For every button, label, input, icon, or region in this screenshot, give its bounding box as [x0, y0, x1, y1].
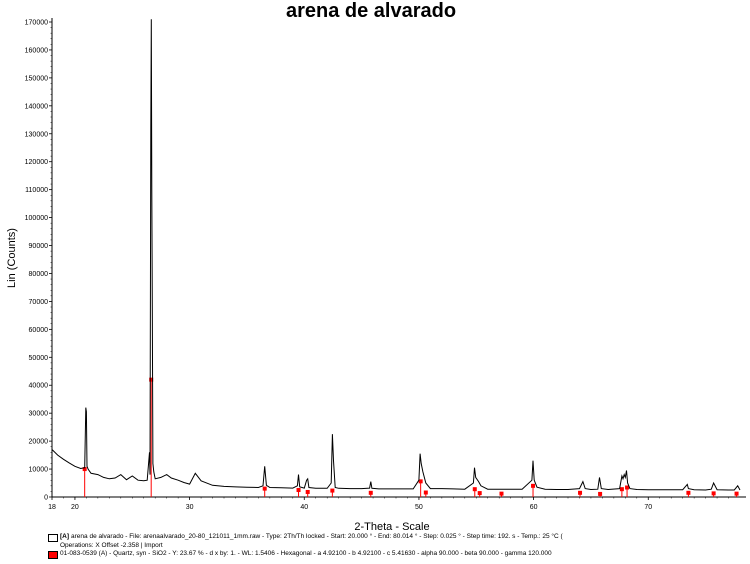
x-tick-label: 70 — [644, 504, 652, 511]
legend-operations: Operations: X Offset -2.358 | Import — [48, 542, 748, 550]
y-tick-label: 10000 — [29, 467, 49, 474]
reference-marker — [531, 483, 536, 488]
pattern-line — [51, 19, 741, 491]
y-tick-label: 40000 — [29, 383, 49, 390]
x-tick-label: 40 — [300, 504, 308, 511]
legend-entry-pattern: [A] arena de alvarado - File: arenaalvar… — [48, 533, 748, 542]
y-tick-label: 80000 — [29, 271, 49, 278]
y-tick-label: 70000 — [29, 299, 49, 306]
reference-marker — [82, 467, 87, 472]
reference-marker — [711, 491, 716, 496]
reference-marker — [262, 486, 267, 491]
reference-marker — [330, 488, 335, 493]
legend-prefix: [A] — [60, 533, 70, 540]
reference-swatch-icon — [48, 551, 58, 559]
y-tick-label: 150000 — [25, 75, 48, 82]
y-tick-label: 0 — [44, 495, 48, 502]
legend-entry-reference: 01-083-0539 (A) - Quartz, syn - SiO2 - Y… — [48, 550, 748, 559]
x-tick-label: 30 — [186, 504, 194, 511]
y-tick-label: 60000 — [29, 327, 49, 334]
y-tick-label: 50000 — [29, 355, 49, 362]
reference-marker — [499, 491, 504, 496]
plot-area: 0 10000 20000 30000 40000 50000 60000 70000 8000… — [25, 18, 746, 511]
legend: [A] arena de alvarado - File: arenaalvar… — [48, 533, 748, 559]
y-tick-label: 120000 — [25, 159, 48, 166]
reference-marker — [472, 487, 477, 492]
x-tick-label: 18 — [48, 504, 56, 511]
reference-marker — [686, 490, 691, 495]
x-tick-label: 50 — [415, 504, 423, 511]
reference-marker — [598, 491, 603, 496]
x-axis-label: 2-Theta - Scale — [354, 521, 429, 533]
reference-marker — [734, 491, 739, 496]
y-tick-label: 160000 — [25, 47, 48, 54]
reference-marker — [477, 491, 482, 496]
legend-pattern-text: arena de alvarado - File: arenaalvarado_… — [71, 533, 563, 540]
reference-marker — [578, 490, 583, 495]
y-tick-label: 90000 — [29, 243, 49, 250]
reference-marker — [368, 490, 373, 495]
y-axis-label: Lin (Counts) — [6, 228, 18, 288]
y-tick-label: 140000 — [25, 103, 48, 110]
reference-marker — [418, 479, 423, 484]
y-tick-label: 20000 — [29, 439, 49, 446]
reference-marker — [423, 490, 428, 495]
y-tick-label: 170000 — [25, 20, 48, 27]
x-tick-label: 60 — [530, 504, 538, 511]
y-tick-label: 30000 — [29, 411, 49, 418]
legend-reference-text: 01-083-0539 (A) - Quartz, syn - SiO2 - Y… — [60, 550, 552, 557]
y-tick-label: 130000 — [25, 131, 48, 138]
chart-title: arena de alvarado — [286, 0, 456, 22]
reference-marker — [625, 485, 630, 490]
x-tick-label: 20 — [71, 504, 79, 511]
reference-marker — [619, 487, 624, 492]
y-tick-label: 100000 — [25, 215, 48, 222]
reference-marker — [296, 488, 301, 493]
y-tick-label: 110000 — [25, 187, 48, 194]
pattern-swatch-icon — [48, 534, 58, 542]
legend-operations-text: Operations: X Offset -2.358 | Import — [60, 542, 163, 549]
reference-marker — [305, 489, 310, 494]
reference-marker — [149, 377, 154, 382]
